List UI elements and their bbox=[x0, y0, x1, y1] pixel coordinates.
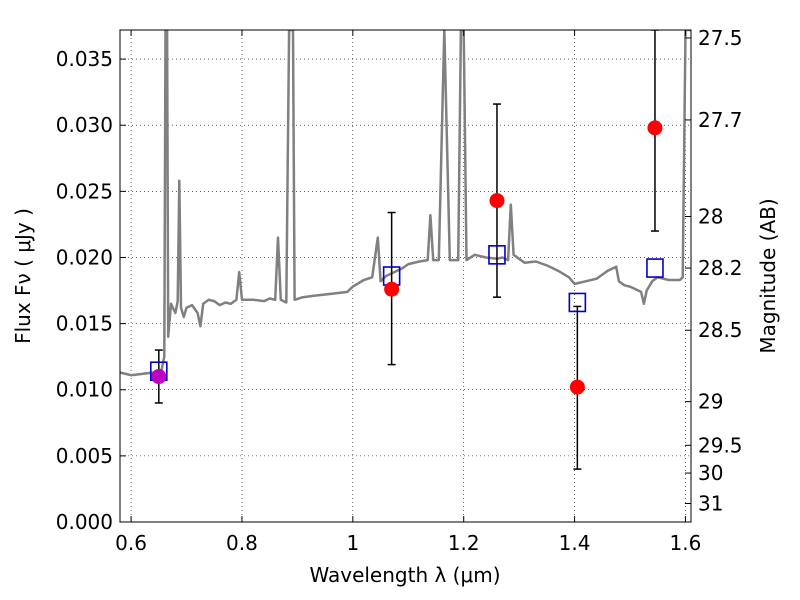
observed-flux-point bbox=[151, 369, 167, 385]
y-tick-label: 0.020 bbox=[56, 245, 113, 269]
y-tick-label: 0.030 bbox=[56, 113, 113, 137]
model-magnitude-square bbox=[488, 245, 506, 265]
x-tick-label: 0.6 bbox=[115, 531, 147, 555]
observed-flux-markers bbox=[151, 120, 663, 395]
y-tick-label: 0.035 bbox=[56, 47, 113, 71]
x-tick-label: 1.6 bbox=[670, 531, 702, 555]
observed-flux-point bbox=[384, 281, 400, 297]
y-axis-ticks: 0.000 0.005 0.010 0.015 0.020 0.025 0.030 0.035 bbox=[56, 47, 126, 534]
y2-tick-label: 28.5 bbox=[698, 318, 743, 342]
observed-flux-point bbox=[569, 379, 585, 395]
y2-tick-label: 29 bbox=[698, 390, 723, 414]
model-magnitude-square bbox=[568, 292, 587, 313]
y-tick-label: 0.015 bbox=[56, 312, 113, 336]
y2-tick-label: 28.2 bbox=[698, 256, 743, 280]
model-spectrum bbox=[120, 30, 691, 377]
x-tick-label: 1.2 bbox=[448, 531, 480, 555]
y2-tick-label: 27.7 bbox=[698, 108, 743, 132]
y2-tick-label: 31 bbox=[698, 491, 723, 515]
y2-tick-label: 29.5 bbox=[698, 433, 743, 457]
x-tick-label: 0.8 bbox=[226, 531, 258, 555]
y-tick-label: 0.010 bbox=[56, 378, 113, 402]
y-tick-label: 0.005 bbox=[56, 444, 113, 468]
y-tick-label: 0.000 bbox=[56, 510, 113, 534]
y2-tick-label: 30 bbox=[698, 461, 723, 485]
x-tick-label: 1 bbox=[346, 531, 359, 555]
model-spectrum-line bbox=[120, 30, 691, 377]
x-axis-ticks: 0.6 0.8 1 1.2 1.4 1.6 bbox=[115, 30, 701, 555]
plot-frame bbox=[119, 29, 692, 523]
y2-tick-label: 27.5 bbox=[698, 26, 743, 50]
x-tick-label: 1.4 bbox=[559, 531, 591, 555]
y2-tick-label: 28 bbox=[698, 204, 723, 228]
observed-flux-point bbox=[489, 193, 505, 209]
y-tick-label: 0.025 bbox=[56, 179, 113, 203]
x-axis-title: Wavelength λ (μm) bbox=[309, 563, 500, 587]
observed-flux-point bbox=[647, 120, 663, 136]
y2-axis-title: Magnitude (AB) bbox=[756, 198, 780, 353]
y-axis-title: Flux Fν ( μJy ) bbox=[11, 208, 35, 344]
model-magnitude-square bbox=[646, 258, 664, 278]
y2-axis-ticks: 27.5 27.7 28 28.2 28.5 29 29.5 30 31 bbox=[685, 26, 743, 515]
model-magnitude-markers bbox=[150, 245, 664, 382]
